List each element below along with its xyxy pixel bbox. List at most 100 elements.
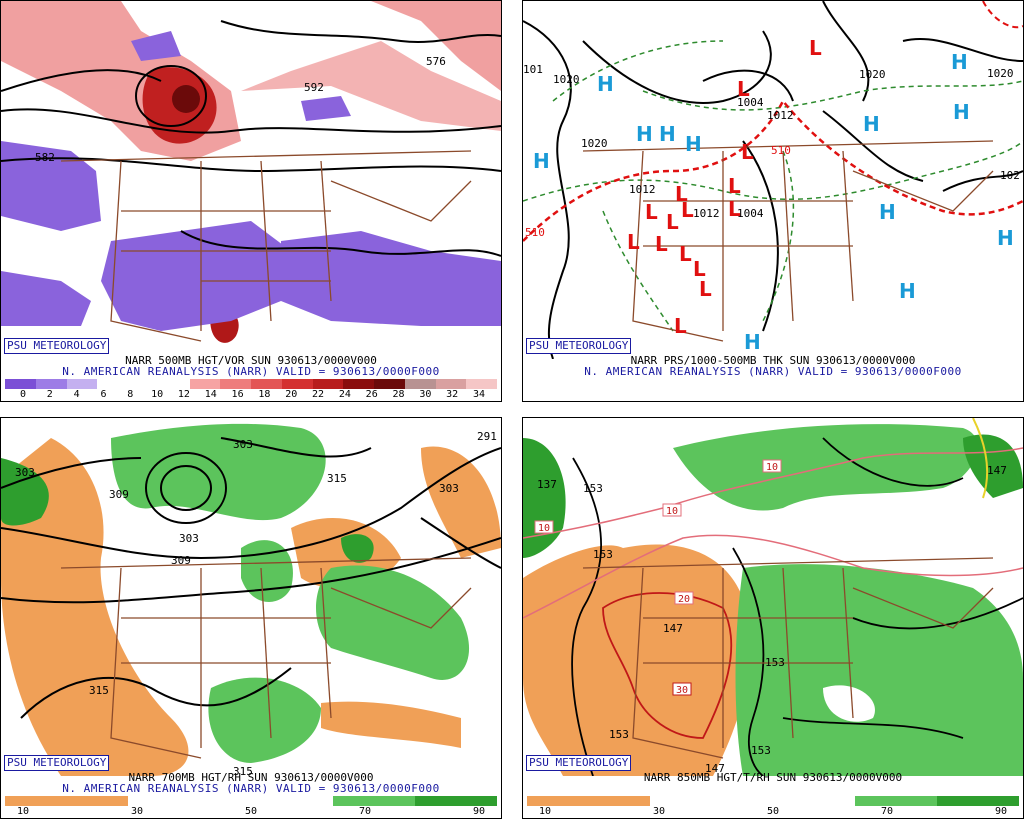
contour-label: 147 — [987, 464, 1007, 477]
moist-region — [316, 565, 470, 680]
panel-700mb-rh: 303 303 309 309 303 315 303 291 315 315 … — [0, 417, 502, 819]
panel-caption: NARR 700MB HGT/RH SUN 930613/0000V000 — [128, 771, 374, 784]
low-center: L — [728, 197, 741, 221]
low-center: L — [809, 36, 822, 60]
isotherms — [523, 447, 1023, 619]
colorbar-swatch — [773, 796, 814, 806]
thickness-label: 510 — [525, 226, 545, 239]
isobar-label: 101 — [523, 63, 543, 76]
colorbar-tick-label: 6 — [100, 389, 107, 400]
colorbar-swatch — [732, 796, 773, 806]
isotherm-label: 10 — [666, 506, 678, 517]
colorbar-tick-label: 50 — [766, 806, 780, 817]
low-center: L — [693, 257, 706, 281]
moist-region — [111, 423, 326, 521]
colorbar-swatch — [281, 379, 313, 389]
vorticity-colorbar — [5, 379, 497, 389]
panel-500mb-vorticity: 582 576 592 PSU METEOROLOGY NARR 500MB H… — [0, 0, 502, 402]
isobar-label: 102 — [1000, 169, 1020, 182]
colorbar-swatch — [251, 796, 292, 806]
colorbar-swatch — [35, 379, 67, 389]
colorbar-swatch — [978, 796, 1019, 806]
isotherm-label: 30 — [676, 685, 688, 696]
high-pressure-centers: H H H H H H H H H H H H — [533, 50, 1014, 354]
temp-rh-850mb-map: 137 153 153 147 153 153 147 153 147 10 1… — [523, 418, 1023, 776]
dry-region — [321, 701, 461, 748]
colorbar-swatch — [128, 379, 159, 389]
vorticity-low-region — [281, 231, 501, 326]
vorticity-low-region — [131, 31, 181, 61]
isobar-label: 1012 — [629, 183, 656, 196]
contour-label: 303 — [439, 482, 459, 495]
colorbar-swatch — [97, 379, 128, 389]
dryline — [972, 418, 989, 499]
colorbar-swatch — [169, 796, 210, 806]
colorbar-tick-label: 30 — [130, 806, 144, 817]
rh-colorbar — [527, 796, 1019, 806]
colorbar-swatch — [312, 379, 344, 389]
low-center: L — [645, 200, 658, 224]
contour-label: 153 — [583, 482, 603, 495]
isotherm-box — [674, 591, 694, 605]
contour-label: 309 — [171, 554, 191, 567]
isobar-label: 1020 — [987, 67, 1014, 80]
dry-pocket — [823, 685, 875, 722]
contour-label: 592 — [304, 81, 324, 94]
colorbar-tick-label: 10 — [151, 389, 164, 400]
contour-label: 153 — [593, 548, 613, 561]
pressure-thickness-map: L L L L L L L L L L L L L L L H H H H H … — [523, 1, 1023, 359]
colorbar-swatch — [855, 796, 896, 806]
low-center: L — [699, 277, 712, 301]
isotherm-box — [662, 503, 682, 517]
contour-label: 147 — [663, 622, 683, 635]
colorbar-swatch — [292, 796, 333, 806]
high-center: H — [899, 279, 916, 303]
thickness-510-line — [523, 98, 1023, 242]
colorbar-tick-label: 16 — [231, 389, 244, 400]
colorbar-swatch — [343, 379, 374, 389]
low-center: L — [679, 242, 692, 266]
colorbar-tick-label: 12 — [177, 389, 190, 400]
isobar-label: 1012 — [693, 207, 720, 220]
panel-850mb-temp-rh: 137 153 153 147 153 153 147 153 147 10 1… — [522, 417, 1024, 819]
colorbar-swatch — [220, 379, 251, 389]
low-center: L — [741, 140, 754, 164]
colorbar-swatch — [46, 796, 87, 806]
colorbar-swatch — [435, 379, 467, 389]
colorbar-tick-label: 26 — [365, 389, 378, 400]
colorbar-swatch — [5, 379, 36, 389]
contour-label: 315 — [327, 472, 347, 485]
isotherm-box — [534, 520, 554, 534]
moist-region — [341, 534, 374, 563]
colorbar-swatch — [896, 796, 937, 806]
colorbar-tick-label: 24 — [338, 389, 351, 400]
panel-caption: NARR 850MB HGT/T/RH SUN 930613/0000V000 — [643, 771, 903, 784]
contour-label: 291 — [477, 430, 497, 443]
vorticity-high-region — [371, 1, 501, 91]
colorbar-tick-label: 30 — [652, 806, 666, 817]
colorbar-swatch — [456, 796, 497, 806]
psu-meteorology-badge: PSU METEOROLOGY — [4, 755, 110, 771]
colorbar-swatch — [87, 796, 128, 806]
high-center: H — [636, 122, 653, 146]
colorbar-tick-label: 14 — [204, 389, 217, 400]
colorbar-swatch — [158, 379, 190, 389]
high-center: H — [744, 330, 761, 354]
psu-meteorology-badge: PSU METEOROLOGY — [526, 755, 632, 771]
isotherm-label: 10 — [766, 462, 778, 473]
colorbar-swatch — [404, 379, 436, 389]
panel-caption: NARR PRS/1000-500MB THK SUN 930613/0000V… — [630, 354, 916, 367]
height-contours — [1, 20, 501, 257]
isobar-label: 1020 — [553, 73, 580, 86]
colorbar-swatch — [5, 796, 46, 806]
colorbar-tick-label: 18 — [258, 389, 271, 400]
political-boundaries — [582, 140, 994, 342]
isobar-label: 1020 — [581, 137, 608, 150]
vorticity-map: 582 576 592 — [1, 1, 501, 343]
colorbar-swatch — [66, 379, 98, 389]
contour-label: 303 — [15, 466, 35, 479]
political-boundaries — [582, 557, 994, 759]
psu-meteorology-badge: PSU METEOROLOGY — [526, 338, 632, 354]
contour-label: 153 — [609, 728, 629, 741]
contour-label: 147 — [705, 762, 725, 775]
